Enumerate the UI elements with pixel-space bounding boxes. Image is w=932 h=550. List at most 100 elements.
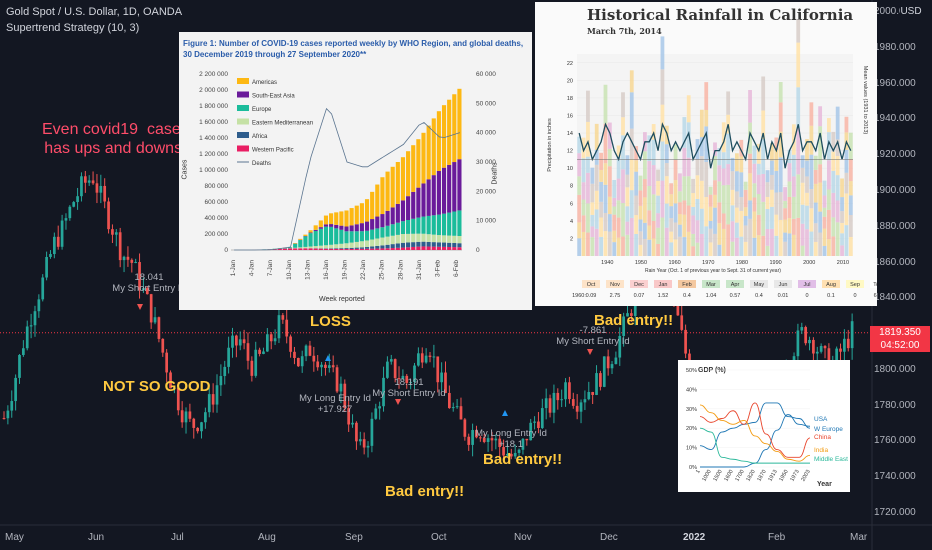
covid-ytick: 2 200 000 (199, 71, 228, 78)
candle-body (262, 351, 265, 354)
gdp-ytick: 10% (686, 446, 697, 452)
price-tick: 1860.000 (874, 256, 916, 268)
gdp-series-label: China (814, 434, 831, 441)
rainfall-bar-segment (717, 165, 722, 182)
rainfall-bar-segment (616, 145, 621, 157)
covid-legend-label: Deaths (252, 161, 271, 167)
rainfall-bar-segment (664, 203, 669, 228)
rainfall-bar-segment (682, 200, 687, 215)
candle-body (138, 262, 141, 291)
candle-body (68, 206, 72, 219)
rainfall-xtick: 1970 (702, 260, 714, 266)
covid-bar-segment (298, 247, 303, 249)
covid-bar-segment (406, 233, 411, 243)
rainfall-bar-segment (708, 220, 713, 229)
covid-bar-segment (380, 177, 385, 215)
candle-body (235, 335, 238, 346)
rainfall-bar-segment (599, 236, 603, 256)
time-tick: Mar (850, 532, 868, 543)
rainfall-bar-segment (831, 131, 836, 152)
candle-body (397, 378, 401, 380)
rainfall-table-value: 1.52 (658, 293, 669, 299)
covid-bar-segment (421, 132, 426, 184)
rainfall-bar-segment (813, 241, 818, 256)
candle-body (676, 297, 680, 316)
time-tick: Dec (600, 532, 618, 543)
rainfall-xtick: 1940 (601, 260, 613, 266)
rainfall-bar-segment (743, 241, 748, 256)
covid-ytick-right: 50 000 (476, 100, 496, 107)
rainfall-bar-segment (678, 214, 682, 225)
candle-body (145, 288, 149, 295)
rainfall-month-header: May (754, 282, 765, 288)
candle-body (18, 354, 21, 378)
rainfall-bar-segment (607, 196, 612, 215)
candle-body (211, 394, 215, 405)
candle-body (2, 417, 6, 419)
covid-bar-segment (303, 234, 308, 236)
candle-body (347, 408, 351, 425)
rainfall-bar-segment (695, 175, 700, 199)
rainfall-bar-segment (831, 170, 836, 193)
rainfall-bar-segment (761, 173, 766, 202)
covid-bar-segment (411, 191, 416, 219)
covid-xtick: 31-Jan (416, 260, 423, 280)
candle-body (45, 256, 48, 278)
rainfall-bar-segment (612, 179, 617, 198)
candle-body (219, 376, 223, 386)
covid-bar-segment (364, 248, 370, 250)
covid-ytick-right: 10 000 (476, 218, 496, 225)
rainfall-bar-segment (686, 157, 691, 177)
covid-bar-segment (416, 241, 421, 247)
rainfall-bar-segment (726, 114, 731, 134)
rainfall-bar-segment (713, 194, 717, 208)
covid-bar-segment (426, 246, 431, 250)
rainfall-bar-segment (664, 163, 669, 177)
covid-bar-segment (349, 225, 354, 232)
covid-bar-segment (441, 167, 447, 214)
rainfall-bar-segment (756, 143, 761, 164)
rainfall-bar-segment (800, 182, 805, 205)
rainfall-month-header-cell (870, 280, 877, 288)
price-tick: 1780.000 (874, 399, 916, 411)
covid-xtick: 1-Jan (230, 260, 237, 277)
rainfall-bar-segment (616, 178, 621, 201)
rainfall-bar-segment (831, 217, 836, 237)
gdp-ytick: 40% (686, 387, 697, 393)
covid-bar-segment (390, 224, 395, 236)
rainfall-bar-segment (796, 174, 801, 218)
rainfall-bar-segment (827, 239, 831, 256)
candle-body (393, 359, 397, 379)
rainfall-bar-segment (827, 209, 831, 240)
rainfall-bar-segment (774, 235, 779, 256)
candle-body (455, 406, 459, 408)
covid-bar-segment (447, 235, 452, 243)
candle-body (428, 355, 432, 357)
gdp-xtick: 1820 (745, 469, 756, 483)
covid-bar-segment (277, 248, 282, 250)
rainfall-bar-segment (756, 163, 761, 175)
candle-body (618, 335, 622, 358)
covid-bar-segment (323, 248, 329, 250)
candle-body (327, 365, 331, 368)
rainfall-bar-segment (770, 189, 774, 207)
rainfall-bar-segment (805, 160, 809, 177)
rainfall-bar-segment (704, 197, 709, 227)
gdp-xtick: 1000 (701, 469, 712, 483)
price-tick: 1740.000 (874, 471, 916, 483)
covid-bar-segment (380, 237, 385, 246)
currency-label[interactable]: USD (900, 4, 922, 20)
gdp-xlabel: Year (817, 481, 832, 488)
covid-bar-segment (339, 225, 344, 230)
rainfall-bar-segment (678, 173, 682, 192)
covid-bar-segment (421, 246, 426, 250)
covid-bar-segment (303, 248, 308, 250)
candle-body (231, 335, 234, 348)
rainfall-bar-segment (660, 36, 665, 70)
rainfall-bar-segment (787, 233, 792, 256)
covid-bar-segment (385, 248, 390, 250)
candle-body (579, 402, 583, 412)
gdp-series-label: USA (814, 416, 828, 423)
covid-deaths-line (234, 107, 461, 251)
covid-ytick: 600 000 (205, 199, 229, 206)
